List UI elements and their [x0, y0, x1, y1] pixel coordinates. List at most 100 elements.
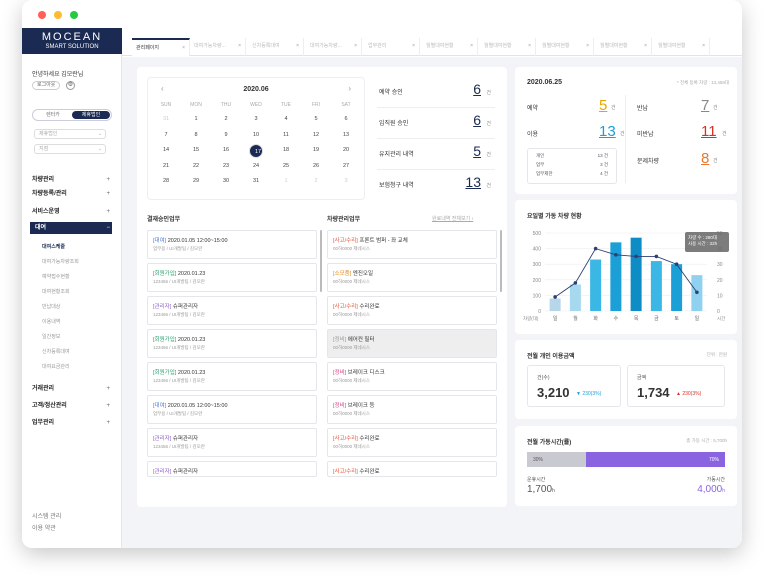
calendar-day[interactable]: 3 — [344, 178, 348, 184]
plus-icon[interactable]: + — [106, 386, 110, 392]
calendar-next-button[interactable]: › — [348, 84, 351, 93]
tab-1[interactable]: 대여가능차량... × — [190, 38, 246, 56]
gear-icon[interactable]: ⚙ — [66, 81, 75, 90]
list-item[interactable]: [정비] 에어컨 필터 00허0000 제네시스 — [327, 329, 497, 358]
calendar-day[interactable]: 21 — [162, 162, 170, 169]
sidebar-item-2[interactable]: 서비스운영 + — [32, 206, 112, 218]
calendar-day[interactable]: 20 — [342, 147, 350, 153]
close-icon[interactable]: × — [182, 45, 185, 51]
calendar-day[interactable]: 12 — [312, 131, 320, 138]
calendar-day[interactable]: 8 — [194, 131, 198, 138]
chart-point[interactable] — [614, 253, 618, 257]
list-item[interactable]: [회원가입] 2020.01.23 123456 / UI개발팀 / 김모란 — [147, 263, 317, 292]
calendar-day[interactable]: 29 — [192, 178, 200, 184]
kpi-value[interactable]: 13 — [465, 174, 481, 190]
calendar-day[interactable]: 18 — [282, 147, 290, 153]
view-all-completed-link[interactable]: 완료내역 전체보기 › — [432, 216, 474, 222]
tab-2[interactable]: 신차등록대여 × — [248, 38, 304, 56]
kpi-row[interactable]: 임직원 승인 6 건 — [377, 108, 495, 139]
chart-bar[interactable] — [610, 242, 622, 311]
list-item[interactable]: [대여] 2020.01.05 12:00~15:00 업무용 / UI개발팀 /… — [147, 395, 317, 424]
calendar-prev-button[interactable]: ‹ — [161, 84, 164, 93]
submenu-item[interactable]: 대여요금관리 — [42, 364, 70, 370]
calendar-day[interactable]: 1 — [194, 116, 198, 122]
calendar-day[interactable]: 5 — [314, 116, 318, 122]
tab-5[interactable]: 월별대여현황 × — [422, 38, 478, 56]
segment-partner[interactable]: 제휴법인 — [72, 111, 110, 119]
close-icon[interactable]: × — [412, 43, 415, 49]
calendar-day[interactable]: 6 — [344, 116, 348, 122]
kpi-row[interactable]: 보험청구 내역 13 건 — [377, 170, 495, 201]
branch-select[interactable]: 지점 ⌄ — [34, 144, 106, 154]
tab-0[interactable]: 관리페이지 × — [132, 38, 190, 56]
chart-point[interactable] — [695, 290, 699, 295]
chart-point[interactable] — [634, 254, 638, 259]
chart-bar[interactable] — [650, 261, 662, 311]
calendar-day[interactable]: 16 — [222, 147, 230, 153]
submenu-item[interactable]: 예약접수현황 — [42, 274, 70, 280]
list-item[interactable]: [회원가입] 2020.01.23 123456 / UI개발팀 / 김모란 — [147, 329, 317, 358]
calendar-day[interactable]: 15 — [192, 147, 200, 153]
calendar-day[interactable]: 19 — [312, 147, 320, 153]
minus-icon[interactable]: − — [106, 225, 110, 231]
chart-point[interactable] — [654, 254, 659, 259]
plus-icon[interactable]: + — [106, 209, 110, 215]
chart-bar[interactable] — [590, 259, 602, 311]
tab-8[interactable]: 월별대여현황 × — [596, 38, 652, 56]
calendar-day[interactable]: 31 — [252, 178, 260, 184]
list-item[interactable]: [정비] 브레이크 등 00허0000 제네시스 — [327, 395, 497, 424]
calendar-day[interactable]: 14 — [162, 147, 170, 153]
submenu-item[interactable]: 반납대상 — [42, 304, 61, 310]
calendar-day[interactable]: 1 — [284, 178, 288, 184]
kpi-value[interactable]: 6 — [473, 112, 481, 128]
calendar-day[interactable]: 22 — [192, 162, 200, 169]
list-item[interactable]: [회원가입] 2020.01.23 123456 / UI개발팀 / 김모란 — [147, 362, 317, 391]
close-icon[interactable]: × — [528, 43, 531, 49]
calendar-day[interactable]: 11 — [283, 131, 289, 138]
submenu-item[interactable]: 대여스케줄 — [42, 244, 66, 250]
close-icon[interactable]: × — [586, 43, 589, 49]
chart-point[interactable] — [593, 246, 598, 251]
calendar-day[interactable]: 9 — [224, 131, 228, 138]
calendar-day[interactable]: 25 — [282, 162, 290, 169]
segment-rentcar[interactable]: 렌터카 — [46, 112, 60, 118]
logout-button[interactable]: 로그아웃 — [32, 81, 61, 90]
list-item[interactable]: [대여] 2020.01.05 12:00~15:00 업무용 / UI개발팀 /… — [147, 230, 317, 259]
chart-point[interactable] — [553, 295, 557, 299]
sidebar-item-5[interactable]: 고객/정산관리 + — [32, 400, 112, 412]
tab-4[interactable]: 업무관리 × — [364, 38, 420, 56]
sidebar-item-6[interactable]: 업무관리 + — [32, 417, 112, 429]
calendar-day[interactable]: 2 — [314, 178, 318, 184]
sidebar-item-3[interactable]: 대여 − — [30, 222, 112, 234]
submenu-item[interactable]: 신차등록대여 — [42, 349, 70, 355]
plus-icon[interactable]: + — [106, 177, 110, 183]
submenu-item[interactable]: 이용내역 — [42, 319, 61, 325]
close-icon[interactable]: × — [702, 43, 705, 49]
calendar-day[interactable]: 31 — [162, 116, 170, 122]
calendar-day[interactable]: 28 — [162, 178, 170, 184]
calendar-day[interactable]: 24 — [252, 162, 260, 169]
chart-bar[interactable] — [671, 264, 683, 311]
chart-bar[interactable] — [630, 237, 642, 311]
tab-9[interactable]: 월별대여현황 × — [654, 38, 710, 56]
sidebar-item-0[interactable]: 차량관리 + — [32, 174, 112, 186]
kpi-value[interactable]: 6 — [473, 81, 481, 97]
partner-select[interactable]: 제휴법인 ⌄ — [34, 129, 106, 139]
logo[interactable]: MOCEAN SMART SOLUTION — [22, 28, 122, 54]
terms-link[interactable]: 이용 약관 — [32, 526, 56, 532]
summary-value[interactable]: 5 — [599, 97, 608, 114]
close-icon[interactable]: × — [644, 43, 647, 49]
chart-bar[interactable] — [569, 284, 581, 311]
tab-7[interactable]: 월별대여현황 × — [538, 38, 594, 56]
calendar-day[interactable]: 13 — [342, 131, 350, 138]
summary-value[interactable]: 7 — [701, 97, 710, 114]
calendar-day[interactable]: 4 — [284, 116, 288, 122]
close-icon[interactable]: × — [296, 43, 299, 49]
plus-icon[interactable]: + — [106, 191, 110, 197]
submenu-item[interactable]: 일간정보 — [42, 334, 61, 340]
